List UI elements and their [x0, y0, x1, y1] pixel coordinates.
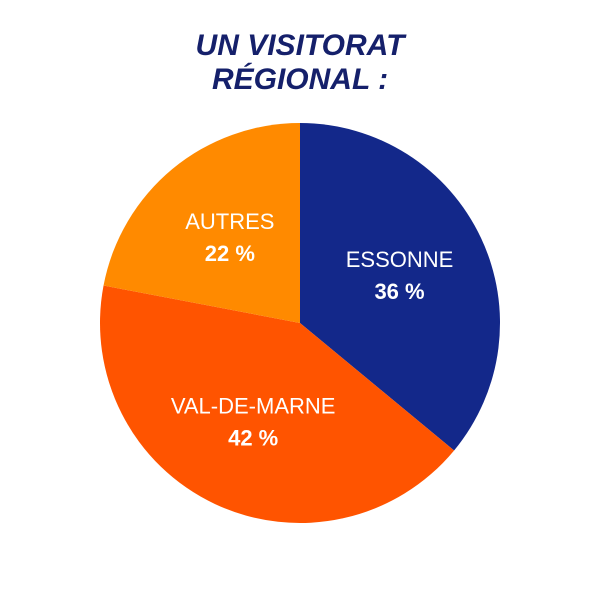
pie-slice [300, 123, 500, 451]
pie-slice [100, 285, 455, 524]
slice-label: ESSONNE [346, 247, 454, 272]
value-label: 42 % [228, 425, 278, 450]
value-label: 22 % [205, 241, 255, 266]
slice-label: AUTRES [185, 209, 274, 234]
slice-label: VAL-DE-MARNE [171, 393, 336, 418]
chart-title: UN VISITORAT [196, 29, 408, 62]
pie-slice [103, 123, 301, 323]
value-label: 36 % [374, 279, 424, 304]
chart-title: RÉGIONAL : [212, 62, 388, 96]
